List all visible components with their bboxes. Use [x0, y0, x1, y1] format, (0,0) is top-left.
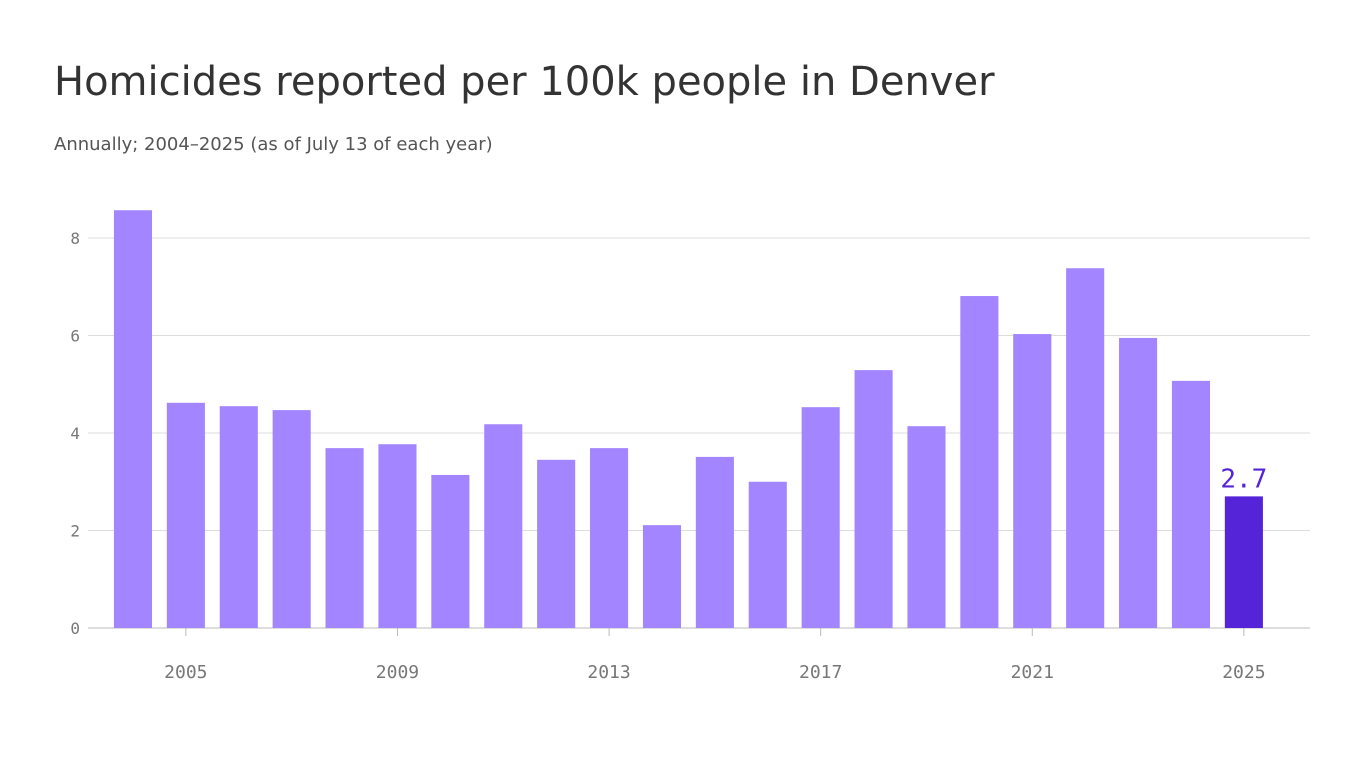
x-tick-label: 2005	[164, 662, 207, 683]
y-tick-label: 6	[70, 327, 80, 346]
chart-subtitle: Annually; 2004–2025 (as of July 13 of ea…	[54, 134, 493, 155]
x-tick-label: 2009	[376, 662, 419, 683]
bar	[166, 402, 205, 628]
value-label: 2.7	[1220, 464, 1267, 494]
y-tick-label: 4	[70, 424, 80, 443]
bar	[1066, 268, 1105, 628]
bar	[1013, 334, 1052, 628]
bar	[960, 296, 999, 628]
bar	[325, 448, 364, 628]
chart-title: Homicides reported per 100k people in De…	[54, 59, 995, 105]
bar	[431, 474, 470, 628]
y-tick-label: 0	[70, 619, 80, 638]
bar	[590, 448, 629, 628]
x-tick-label: 2013	[587, 662, 630, 683]
bar	[113, 210, 153, 628]
bar	[748, 481, 787, 628]
bar	[378, 444, 417, 628]
bar	[695, 456, 734, 628]
bar	[219, 406, 258, 628]
bar	[854, 370, 893, 628]
y-tick-label: 8	[70, 229, 80, 248]
x-tick-label: 2021	[1011, 662, 1054, 683]
bar	[642, 525, 682, 628]
bar	[484, 424, 523, 628]
x-tick-label: 2017	[799, 662, 842, 683]
x-tick-label: 2025	[1222, 662, 1265, 683]
y-tick-label: 2	[70, 522, 80, 541]
bar	[537, 459, 576, 628]
bar	[272, 410, 311, 628]
bar	[801, 407, 840, 628]
bar	[907, 426, 946, 628]
bar	[1224, 496, 1263, 628]
bar	[1171, 380, 1211, 628]
bar	[1119, 337, 1158, 628]
